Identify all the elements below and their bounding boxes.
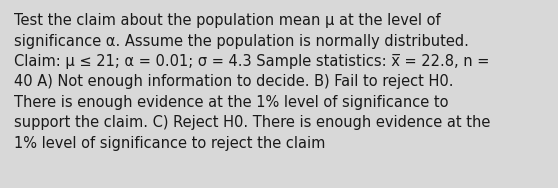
Text: Test the claim about the population mean μ at the level of
significance α. Assum: Test the claim about the population mean… [14,13,490,151]
